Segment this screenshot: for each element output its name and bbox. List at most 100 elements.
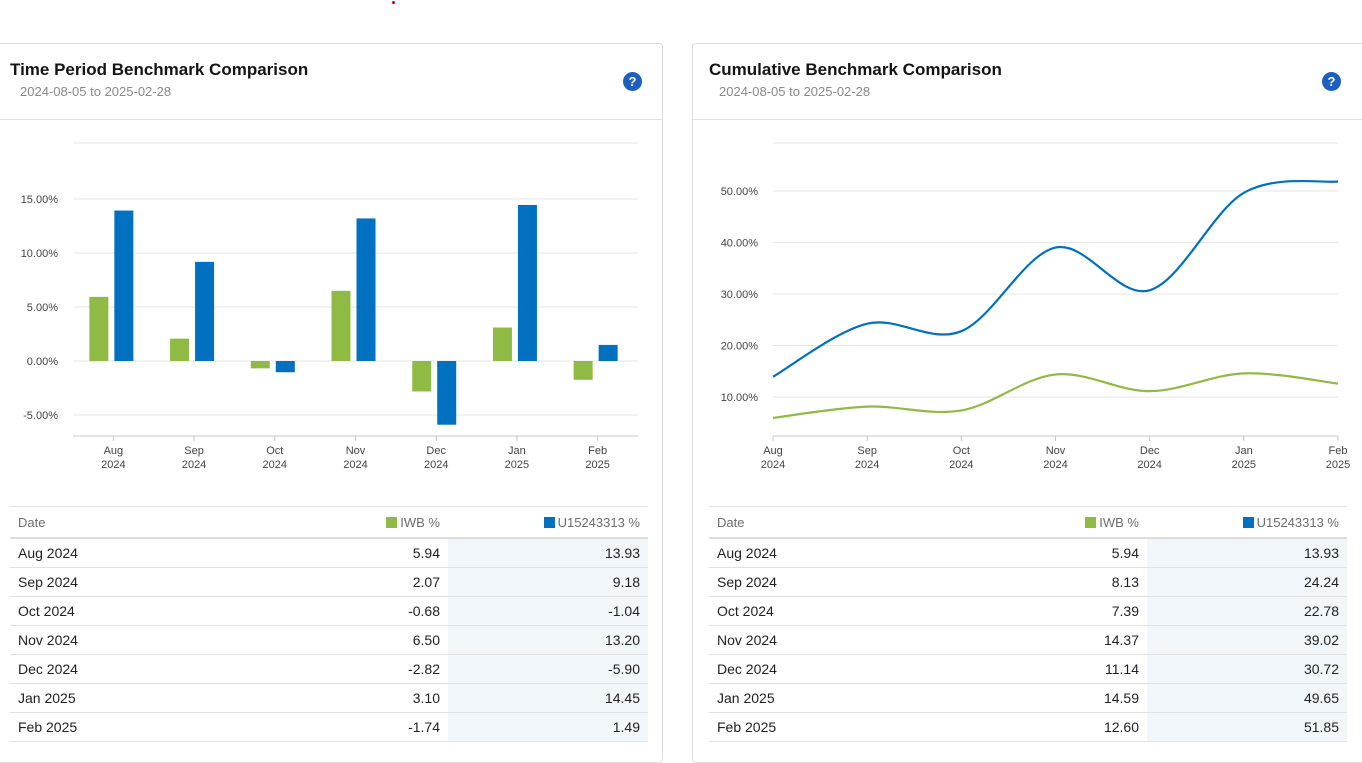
account-bar <box>195 261 215 361</box>
x-tick-label: 2024 <box>855 459 879 471</box>
x-tick-label: 2024 <box>1137 459 1161 471</box>
x-tick-label: 2024 <box>761 459 785 471</box>
x-tick-label: Nov <box>346 445 366 457</box>
account-cell: -5.90 <box>448 654 648 684</box>
account-cell: 51.85 <box>1147 712 1347 742</box>
account-column-label: U15243313 % <box>1256 514 1339 530</box>
x-tick-label: 2025 <box>1232 459 1256 471</box>
account-bar <box>356 218 376 361</box>
x-tick-label: Dec <box>426 445 446 457</box>
y-tick-label: 15.00% <box>21 194 59 206</box>
table-row: Aug 2024 5.94 13.93 <box>10 538 648 568</box>
account-legend-swatch <box>1242 516 1254 528</box>
table-row: Sep 2024 2.07 9.18 <box>10 567 648 597</box>
x-tick-label: 2024 <box>343 459 367 471</box>
panel-header: Cumulative Benchmark Comparison 2024-08-… <box>693 44 1362 120</box>
iwb-bar <box>412 361 432 392</box>
iwb-cell: 6.50 <box>222 625 448 655</box>
table-header-row: Date IWB % U15243313 % <box>709 506 1347 539</box>
date-cell: Dec 2024 <box>10 654 222 684</box>
account-cell: 9.18 <box>448 567 648 597</box>
date-range-subtitle: 2024-08-05 to 2025-02-28 <box>20 84 172 99</box>
account-cell: 13.93 <box>1147 538 1347 568</box>
date-cell: Nov 2024 <box>10 625 222 655</box>
y-tick-label: 40.00% <box>721 238 759 250</box>
table-row: Nov 2024 14.37 39.02 <box>709 625 1347 655</box>
account-cell: 30.72 <box>1147 654 1347 684</box>
time-period-table: Date IWB % U15243313 % Aug 2024 5.94 13.93… <box>10 506 648 742</box>
account-column-header[interactable]: U15243313 % <box>448 506 648 539</box>
account-cell: 13.20 <box>448 625 648 655</box>
iwb-column-header[interactable]: IWB % <box>921 506 1147 539</box>
table-header-row: Date IWB % U15243313 % <box>10 506 648 539</box>
iwb-column-label: IWB % <box>1099 514 1139 530</box>
account-column-label: U15243313 % <box>557 514 640 530</box>
table-row: Nov 2024 6.50 13.20 <box>10 625 648 655</box>
iwb-cell: 12.60 <box>921 712 1147 742</box>
iwb-cell: 14.59 <box>921 683 1147 713</box>
x-tick-label: Nov <box>1046 445 1066 457</box>
date-cell: Jan 2025 <box>10 683 222 713</box>
account-legend-swatch <box>543 516 555 528</box>
y-tick-label: 50.00% <box>721 186 759 198</box>
panel-header: Time Period Benchmark Comparison 2024-08… <box>0 44 662 120</box>
indicator-dot <box>392 1 395 4</box>
cumulative-table: Date IWB % U15243313 % Aug 2024 5.94 13.93… <box>709 506 1347 742</box>
table-row: Oct 2024 -0.68 -1.04 <box>10 596 648 626</box>
x-tick-label: 2025 <box>505 459 529 471</box>
x-tick-label: Oct <box>953 445 970 457</box>
table-row: Jan 2025 14.59 49.65 <box>709 683 1347 713</box>
account-cell: 1.49 <box>448 712 648 742</box>
cumulative-benchmark-panel: Cumulative Benchmark Comparison 2024-08-… <box>692 43 1362 763</box>
x-tick-label: Oct <box>266 445 283 457</box>
y-tick-label: 30.00% <box>721 289 759 301</box>
table-row: Dec 2024 11.14 30.72 <box>709 654 1347 684</box>
date-cell: Oct 2024 <box>10 596 222 626</box>
iwb-cell: -1.74 <box>222 712 448 742</box>
help-icon[interactable]: ? <box>1322 72 1341 91</box>
date-cell: Dec 2024 <box>709 654 921 684</box>
x-tick-label: Jan <box>508 445 526 457</box>
table-row: Feb 2025 -1.74 1.49 <box>10 712 648 742</box>
iwb-column-header[interactable]: IWB % <box>222 506 448 539</box>
iwb-bar <box>89 296 109 361</box>
account-cell: 13.93 <box>448 538 648 568</box>
x-tick-label: 2024 <box>424 459 448 471</box>
iwb-cell: 14.37 <box>921 625 1147 655</box>
date-range-subtitle: 2024-08-05 to 2025-02-28 <box>719 84 871 99</box>
iwb-cell: 7.39 <box>921 596 1147 626</box>
table-row: Aug 2024 5.94 13.93 <box>709 538 1347 568</box>
iwb-cell: 3.10 <box>222 683 448 713</box>
date-cell: Nov 2024 <box>709 625 921 655</box>
account-column-header[interactable]: U15243313 % <box>1147 506 1347 539</box>
x-tick-label: 2025 <box>1326 459 1350 471</box>
account-bar <box>437 361 457 425</box>
iwb-bar <box>492 327 512 361</box>
x-tick-label: Jan <box>1235 445 1253 457</box>
table-row: Feb 2025 12.60 51.85 <box>709 712 1347 742</box>
iwb-legend-swatch <box>386 516 398 528</box>
y-tick-label: -5.00% <box>23 410 58 422</box>
x-tick-label: Feb <box>588 445 607 457</box>
account-cell: 22.78 <box>1147 596 1347 626</box>
iwb-cell: 5.94 <box>222 538 448 568</box>
x-tick-label: Sep <box>857 445 877 457</box>
account-cell: -1.04 <box>448 596 648 626</box>
account-line <box>772 179 1339 378</box>
iwb-line <box>772 372 1339 420</box>
y-tick-label: 0.00% <box>27 356 58 368</box>
x-tick-label: Feb <box>1329 445 1348 457</box>
iwb-cell: 8.13 <box>921 567 1147 597</box>
help-icon[interactable]: ? <box>623 72 642 91</box>
x-tick-label: 2025 <box>585 459 609 471</box>
account-bar <box>275 361 295 373</box>
table-row: Oct 2024 7.39 22.78 <box>709 596 1347 626</box>
account-bar <box>598 344 618 361</box>
date-column-header[interactable]: Date <box>10 506 222 539</box>
account-bar <box>517 204 537 361</box>
iwb-bar <box>250 361 270 369</box>
y-tick-label: 10.00% <box>21 248 59 260</box>
date-column-header[interactable]: Date <box>709 506 921 539</box>
time-period-benchmark-panel: Time Period Benchmark Comparison 2024-08… <box>0 43 663 763</box>
date-cell: Sep 2024 <box>10 567 222 597</box>
